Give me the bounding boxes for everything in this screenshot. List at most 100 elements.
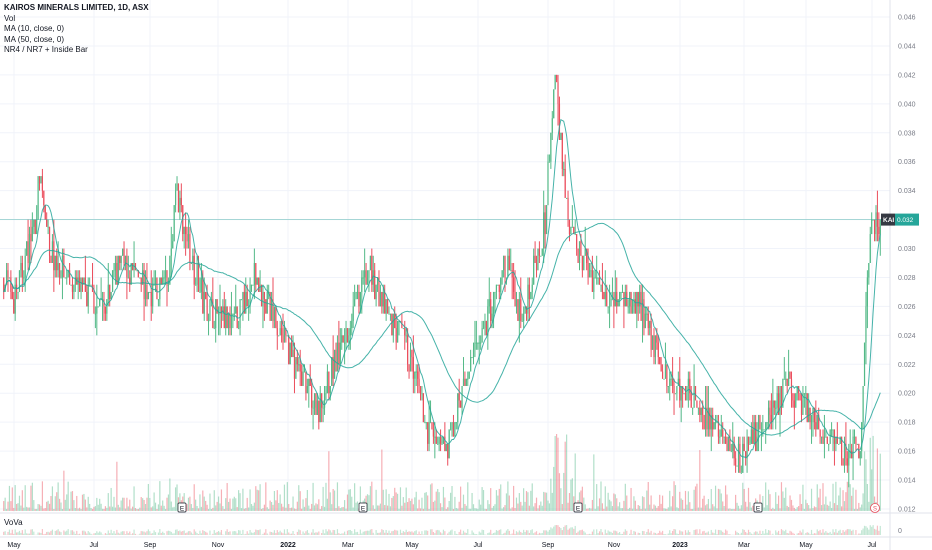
vova-bar [288, 532, 290, 535]
volume-bar [248, 507, 250, 511]
vova-bar [736, 532, 738, 535]
earnings-marker[interactable] [177, 502, 187, 513]
volume-bar [107, 493, 109, 511]
volume-bar [124, 508, 127, 511]
volume-bar [670, 506, 672, 511]
volume-bar [676, 507, 678, 511]
volume-bar [746, 506, 748, 511]
vova-bar [611, 533, 614, 535]
x-tick-label: Mar [342, 542, 355, 549]
vova-bar [26, 533, 28, 535]
candle-body [780, 386, 783, 408]
candle-body [196, 263, 198, 285]
candle-body [861, 422, 863, 452]
volume-bar [656, 507, 658, 511]
candle-body [27, 241, 29, 263]
vova-bar [799, 530, 801, 535]
candle-body [765, 422, 767, 430]
candle-body [97, 306, 99, 308]
vova-bar [269, 531, 271, 535]
volume-bar [164, 508, 167, 511]
vova-bar [248, 533, 250, 535]
vova-bar [434, 533, 436, 535]
vova-bar [266, 533, 268, 535]
volume-bar [18, 495, 21, 511]
volume-bar [220, 489, 223, 511]
candle-body [232, 313, 234, 315]
volume-bar [323, 506, 326, 511]
volume-bar [803, 508, 805, 511]
vova-bar [492, 533, 495, 535]
vova-bar [111, 533, 114, 535]
candle-body [140, 277, 142, 285]
volume-bar [490, 488, 492, 511]
candle-body [132, 263, 134, 271]
candle-body [408, 364, 410, 372]
vova-bar [861, 530, 863, 535]
candle-body [769, 407, 771, 415]
vova-bar [399, 529, 402, 535]
vova-bar [123, 531, 125, 535]
earnings-marker[interactable] [573, 502, 583, 513]
vova-bar [518, 530, 520, 535]
volume-bar [409, 500, 412, 511]
candle-body [710, 414, 712, 430]
vova-bar [578, 530, 581, 535]
split-marker[interactable] [870, 503, 880, 513]
vova-bar [140, 531, 142, 535]
vova-bar [213, 530, 215, 535]
vova-bar [291, 533, 293, 535]
vova-bar [273, 530, 276, 535]
volume-bar [226, 483, 228, 511]
candle-body [202, 277, 204, 314]
vova-bar [176, 529, 178, 535]
candle-body [577, 248, 579, 263]
vova-bar [345, 534, 347, 535]
volume-bar [706, 504, 708, 511]
vova-bar [700, 533, 702, 535]
vova-bar [449, 530, 452, 535]
volume-bar [644, 508, 646, 511]
volume-bar [10, 501, 12, 511]
vova-bar [89, 532, 91, 535]
candle-body [629, 291, 631, 307]
vova-bar [336, 529, 339, 535]
candle-body [531, 284, 533, 292]
earnings-marker[interactable] [358, 502, 368, 513]
candle-body [372, 270, 374, 285]
candle-body [152, 284, 154, 307]
volume-bar [389, 506, 392, 511]
earnings-marker[interactable] [753, 502, 763, 513]
candle-body [790, 378, 793, 394]
candle-body [362, 277, 364, 279]
candle-body [722, 429, 724, 437]
candle-body [853, 436, 856, 438]
candle-body [487, 306, 489, 336]
volume-bar [846, 481, 848, 511]
volume-bar [460, 486, 462, 511]
vova-bar [673, 529, 675, 535]
candle-body [368, 270, 370, 278]
x-tick-label: Nov [212, 542, 225, 549]
vova-bar [286, 529, 288, 535]
volume-bar [222, 506, 224, 511]
volume-bar [427, 495, 429, 511]
candle-body [100, 299, 102, 301]
x-tick-label: Jul [474, 542, 483, 549]
candle-body [800, 400, 803, 415]
volume-bar [594, 508, 596, 511]
volume-bar [525, 491, 528, 511]
vova-bar [11, 529, 13, 535]
volume-bar [179, 493, 181, 511]
volume-bar [447, 507, 449, 511]
candle-body [541, 248, 543, 256]
candle-body [18, 270, 21, 292]
candle-body [664, 364, 667, 379]
symbol-badge-bg [881, 213, 895, 226]
vova-bar [614, 530, 616, 535]
volume-bar [667, 507, 669, 511]
volume-bar [173, 506, 175, 511]
candle-body [606, 291, 608, 307]
volume-bar [439, 503, 442, 511]
